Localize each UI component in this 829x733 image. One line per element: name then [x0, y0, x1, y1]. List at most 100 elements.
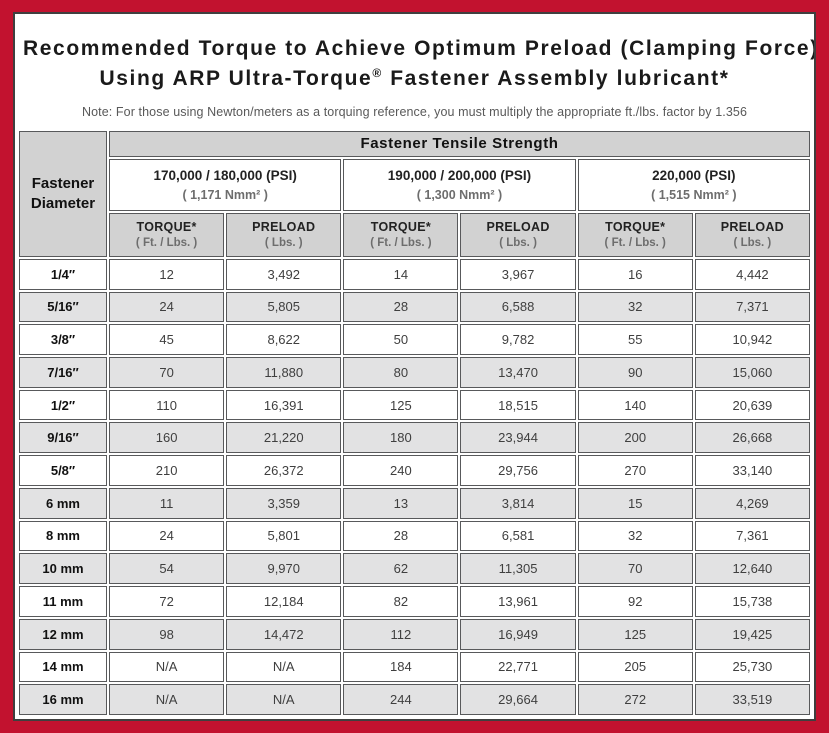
data-cell: 4,442 [694, 258, 810, 290]
table-row: 1/2″ 110 16,391 125 18,515 140 20,639 [19, 389, 810, 421]
data-cell: 6,581 [460, 520, 576, 552]
data-cell: 32 [577, 520, 693, 552]
data-cell: 72 [109, 586, 225, 617]
table-row: 8 mm 24 5,801 28 6,581 32 7,361 [19, 520, 810, 552]
torque-unit: ( Ft. / Lbs. ) [370, 237, 432, 250]
data-cell: 18,515 [460, 389, 576, 421]
data-cell: 200 [577, 422, 693, 454]
data-cell: 125 [577, 618, 693, 650]
data-cell: 14 [343, 258, 459, 290]
row-label: 16 mm [19, 684, 108, 715]
data-cell: 54 [109, 553, 225, 585]
data-cell: 80 [343, 357, 459, 388]
strength-group-3-psi: 220,000 (PSI) [652, 167, 736, 183]
data-cell: 33,519 [694, 684, 810, 715]
data-cell: 23,944 [460, 422, 576, 454]
data-cell: 240 [343, 455, 459, 486]
data-cell: 13,470 [460, 357, 576, 388]
page-title-line1: Recommended Torque to Achieve Optimum Pr… [23, 37, 816, 60]
strength-group-3-nmm: ( 1,515 Nmm² ) [651, 187, 737, 202]
data-cell: 160 [109, 422, 225, 454]
data-cell: 82 [343, 586, 459, 617]
data-cell: N/A [226, 684, 342, 715]
preload-label: PRELOAD [252, 220, 316, 235]
data-cell: 70 [109, 357, 225, 388]
table-row: 12 mm 98 14,472 112 16,949 125 19,425 [19, 618, 810, 650]
data-cell: 25,730 [694, 651, 810, 683]
strength-group-3: 220,000 (PSI) ( 1,515 Nmm² ) [577, 158, 810, 211]
data-cell: 110 [109, 389, 225, 421]
table-row: 14 mm N/A N/A 184 22,771 205 25,730 [19, 651, 810, 683]
table-row: 1/4″ 12 3,492 14 3,967 16 4,442 [19, 258, 810, 290]
data-cell: 50 [343, 324, 459, 356]
preload-column-header-2: PRELOAD ( Lbs. ) [460, 212, 576, 257]
torque-label: TORQUE* [370, 220, 432, 235]
data-cell: 45 [109, 324, 225, 356]
data-cell: 7,371 [694, 291, 810, 323]
data-cell: 70 [577, 553, 693, 585]
data-cell: 8,622 [226, 324, 342, 356]
data-cell: 13,961 [460, 586, 576, 617]
row-label: 5/16″ [19, 291, 108, 323]
data-cell: 184 [343, 651, 459, 683]
data-cell: 3,359 [226, 487, 342, 519]
data-cell: 244 [343, 684, 459, 715]
torque-table: Fastener Diameter Fastener Tensile Stren… [17, 128, 812, 717]
data-cell: 12 [109, 258, 225, 290]
torque-label: TORQUE* [136, 220, 197, 235]
preload-unit: ( Lbs. ) [499, 237, 537, 250]
strength-group-2-nmm: ( 1,300 Nmm² ) [416, 187, 503, 202]
data-cell: 14,472 [226, 618, 342, 650]
data-cell: 24 [109, 520, 225, 552]
column-headers-row: TORQUE* ( Ft. / Lbs. ) PRELOAD ( Lbs. ) … [19, 212, 810, 257]
preload-label: PRELOAD [486, 220, 550, 235]
table-row: 10 mm 54 9,970 62 11,305 70 12,640 [19, 553, 810, 585]
data-cell: 21,220 [226, 422, 342, 454]
data-cell: 16,949 [460, 618, 576, 650]
preload-label: PRELOAD [720, 220, 784, 235]
title-line2-prefix: Using ARP Ultra-Torque [99, 67, 373, 91]
row-label: 8 mm [19, 520, 108, 552]
data-cell: 11,880 [226, 357, 342, 388]
preload-column-header-3: PRELOAD ( Lbs. ) [694, 212, 810, 257]
row-label: 6 mm [19, 487, 108, 519]
strength-group-2: 190,000 / 200,000 (PSI) ( 1,300 Nmm² ) [343, 158, 576, 211]
row-label: 1/4″ [19, 258, 108, 290]
title-block: Recommended Torque to Achieve Optimum Pr… [15, 14, 814, 129]
row-label: 7/16″ [19, 357, 108, 388]
row-label: 1/2″ [19, 389, 108, 421]
strength-group-2-psi: 190,000 / 200,000 (PSI) [387, 167, 532, 183]
row-label: 3/8″ [19, 324, 108, 356]
corner-header: Fastener Diameter [19, 130, 108, 257]
data-cell: 11,305 [460, 553, 576, 585]
row-label: 14 mm [19, 651, 108, 683]
data-cell: 205 [577, 651, 693, 683]
row-label: 9/16″ [19, 422, 108, 454]
data-cell: 3,492 [226, 258, 342, 290]
registered-trademark-symbol: ® [372, 66, 383, 81]
data-cell: 210 [109, 455, 225, 486]
tensile-strength-header: Fastener Tensile Strength [109, 130, 810, 157]
torque-column-header-1: TORQUE* ( Ft. / Lbs. ) [109, 212, 225, 257]
title-line2-suffix: Fastener Assembly lubricant* [382, 67, 730, 91]
data-cell: 20,639 [694, 389, 810, 421]
data-cell: 140 [577, 389, 693, 421]
data-cell: 180 [343, 422, 459, 454]
corner-header-line1: Fastener [31, 175, 95, 193]
data-cell: 7,361 [694, 520, 810, 552]
data-cell: 9,970 [226, 553, 342, 585]
table-row: 7/16″ 70 11,880 80 13,470 90 15,060 [19, 357, 810, 388]
data-cell: 16 [577, 258, 693, 290]
row-label: 11 mm [19, 586, 108, 617]
data-cell: 92 [577, 586, 693, 617]
data-cell: 16,391 [226, 389, 342, 421]
table-row: 6 mm 11 3,359 13 3,814 15 4,269 [19, 487, 810, 519]
tensile-strength-row: Fastener Diameter Fastener Tensile Stren… [19, 130, 810, 257]
data-cell: 112 [343, 618, 459, 650]
data-cell: 3,814 [460, 487, 576, 519]
data-cell: 29,756 [460, 455, 576, 486]
data-cell: 12,640 [694, 553, 810, 585]
data-cell: 6,588 [460, 291, 576, 323]
data-cell: 4,269 [694, 487, 810, 519]
